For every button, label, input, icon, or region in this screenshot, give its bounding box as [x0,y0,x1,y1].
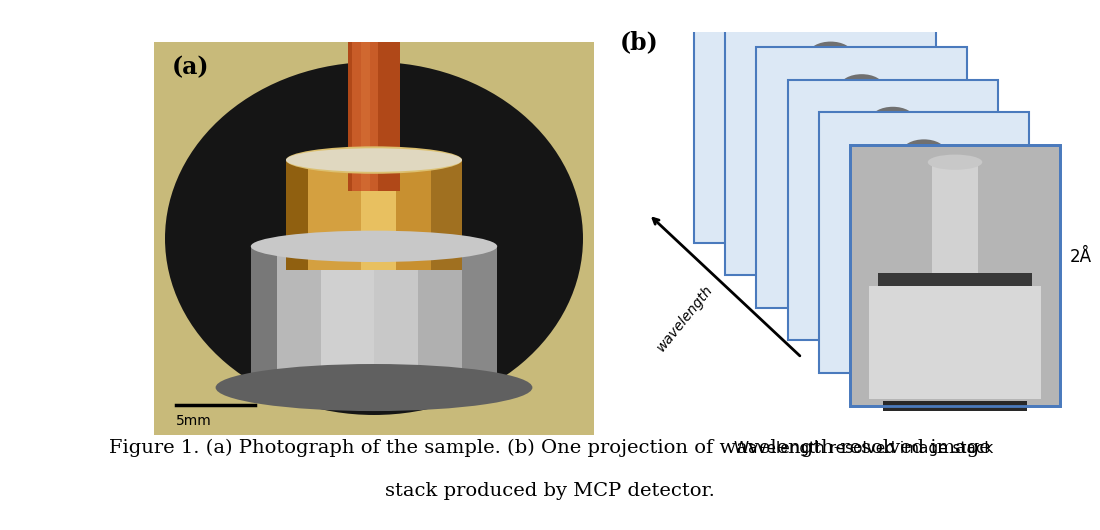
Ellipse shape [216,364,532,411]
Bar [251,246,277,395]
Bar [251,246,497,395]
Bar [374,246,418,395]
Bar [361,160,396,270]
Bar [286,160,308,270]
Bar [286,160,462,270]
Text: (a): (a) [172,55,209,79]
Bar [348,34,400,191]
Bar [849,145,1060,405]
Ellipse shape [902,139,946,163]
Ellipse shape [927,155,982,170]
Bar [431,160,462,270]
Bar [883,401,1026,411]
Bar [818,112,1030,373]
Ellipse shape [251,231,497,262]
Bar [418,246,462,395]
Ellipse shape [165,62,583,415]
Bar [879,273,1032,286]
Text: Figure 1. (a) Photograph of the sample. (b) One projection of wavelength-resolve: Figure 1. (a) Photograph of the sample. … [109,439,991,457]
Ellipse shape [778,9,821,33]
Bar [396,160,431,270]
Bar [788,80,998,340]
Bar [725,14,936,275]
Bar [352,34,378,191]
Ellipse shape [286,146,462,174]
Bar [933,162,978,275]
Bar [308,160,361,270]
Bar [849,145,1060,405]
Text: stack produced by MCP detector.: stack produced by MCP detector. [385,482,715,500]
Bar [462,246,497,395]
Bar [869,286,1042,399]
Bar [694,0,905,243]
Text: wavelength: wavelength [653,283,715,355]
Text: 5mm: 5mm [176,414,212,428]
Bar [277,246,321,395]
Bar [321,246,374,395]
Text: 2Å: 2Å [1070,248,1092,266]
Ellipse shape [871,107,914,131]
Ellipse shape [810,41,853,66]
Text: (b): (b) [620,30,659,54]
Bar [757,47,967,308]
Text: Wavelength resolved image stack: Wavelength resolved image stack [735,441,993,456]
Ellipse shape [840,74,883,98]
Bar [361,34,370,191]
Ellipse shape [286,148,462,172]
